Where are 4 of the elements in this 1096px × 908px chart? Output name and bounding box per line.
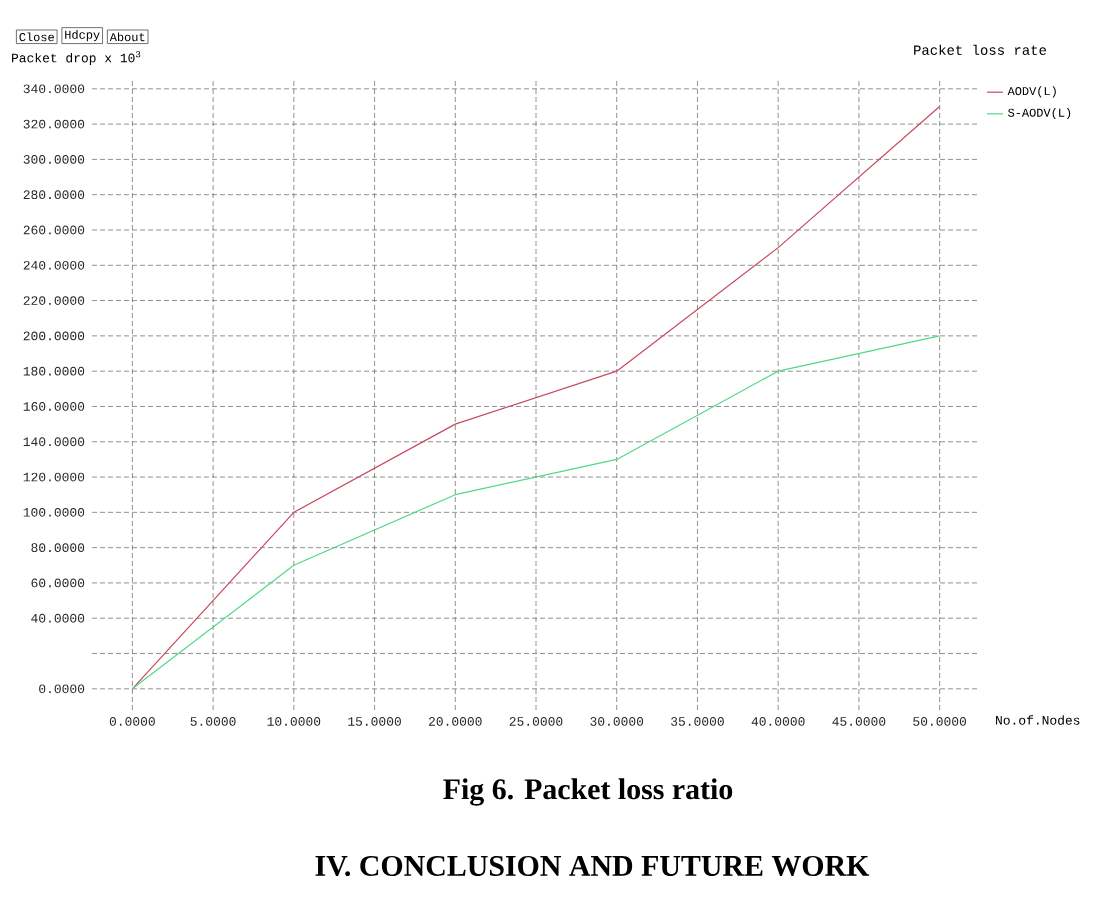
text: IV. CONCLUSION AND FUTURE WORK [315,855,870,877]
line-series [131,105,941,690]
line-series [131,335,941,690]
caption: Fig 6. Packet loss ratio [443,778,733,806]
